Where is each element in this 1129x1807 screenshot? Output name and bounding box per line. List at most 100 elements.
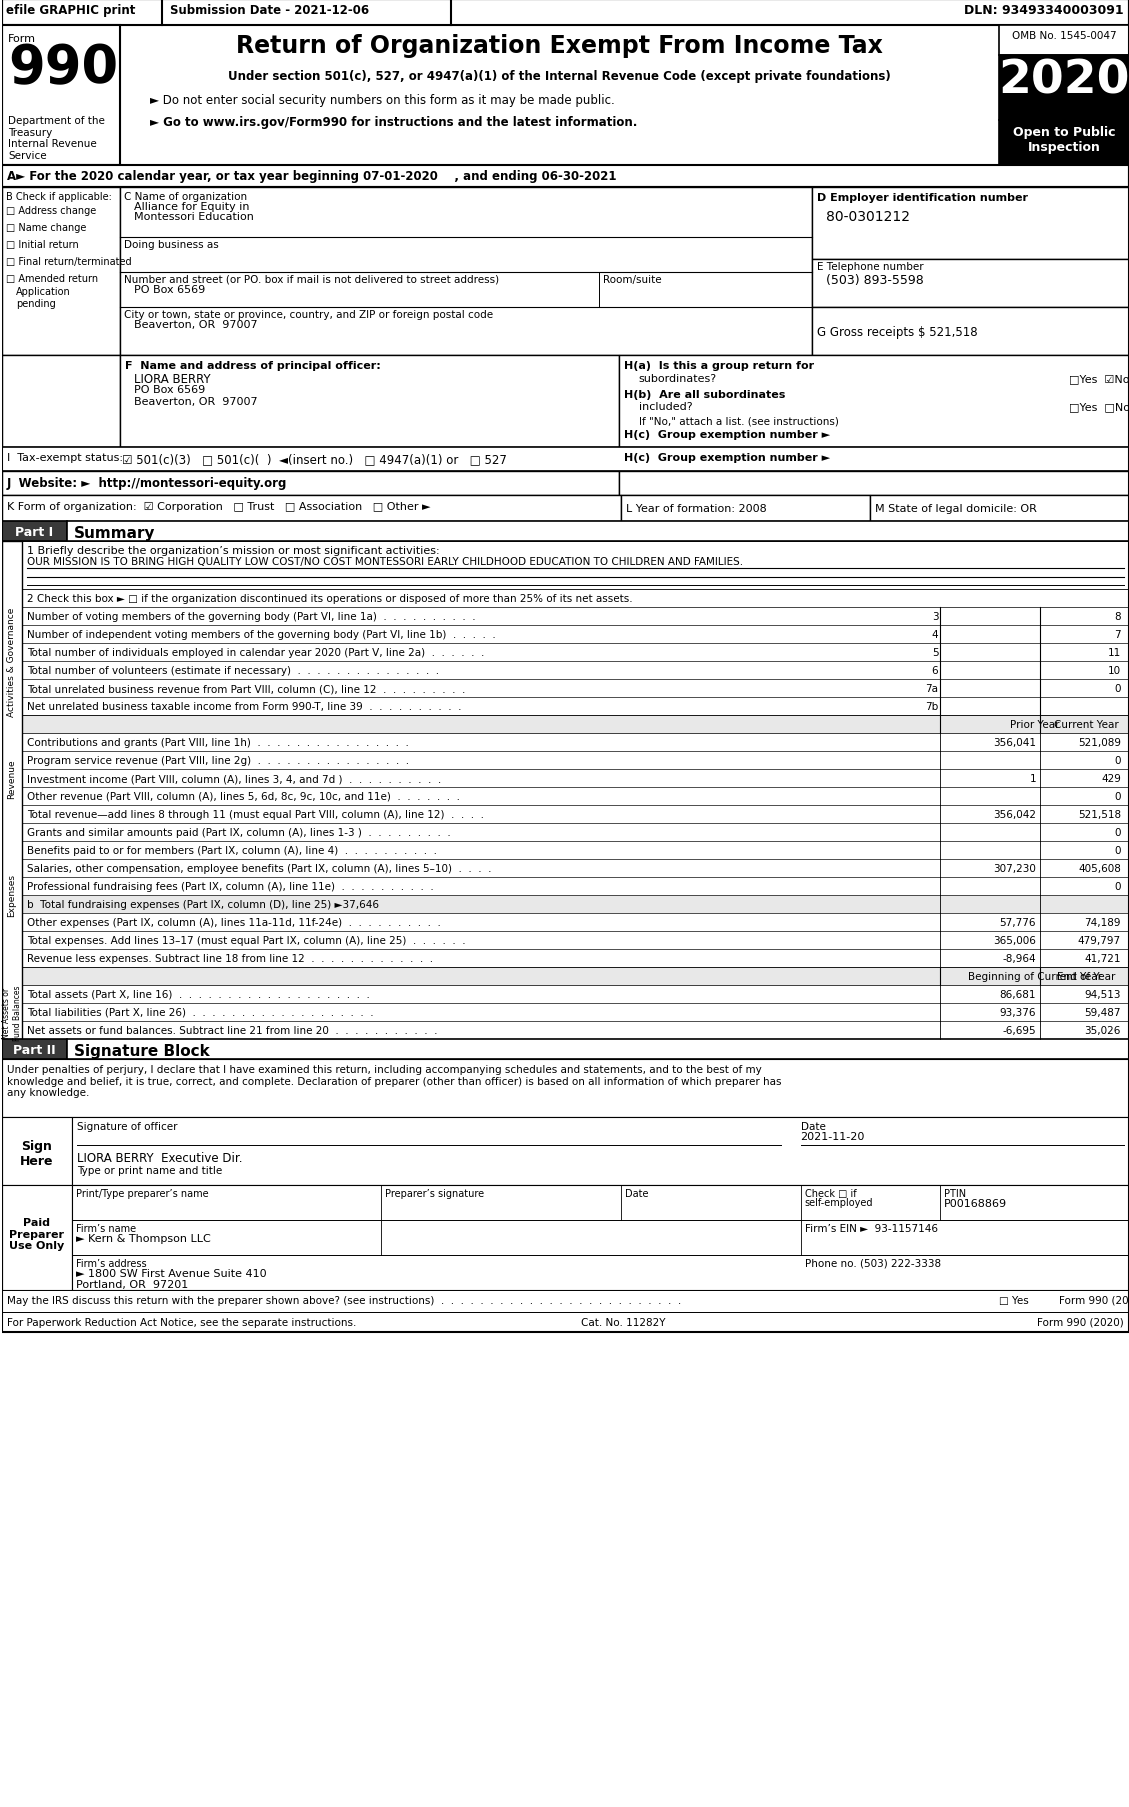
Text: Net unrelated business taxable income from Form 990-T, line 39  .  .  .  .  .  .: Net unrelated business taxable income fr… — [27, 701, 462, 712]
Bar — [2, 448, 1129, 472]
Text: Net assets or fund balances. Subtract line 21 from line 20  .  .  .  .  .  .  . : Net assets or fund balances. Subtract li… — [27, 1025, 437, 1035]
Text: H(b)  Are all subordinates: H(b) Are all subordinates — [624, 390, 786, 399]
Bar — [999, 56, 1129, 121]
Text: Montessori Education: Montessori Education — [133, 211, 254, 222]
Bar — [2, 1059, 1129, 1117]
Bar — [2, 1039, 67, 1059]
Text: For Paperwork Reduction Act Notice, see the separate instructions.: For Paperwork Reduction Act Notice, see … — [7, 1317, 357, 1328]
Text: H(c)  Group exemption number ►: H(c) Group exemption number ► — [624, 430, 830, 439]
Text: 59,487: 59,487 — [1085, 1008, 1121, 1017]
Text: Submission Date - 2021-12-06: Submission Date - 2021-12-06 — [169, 4, 369, 16]
Text: PO Box 6569: PO Box 6569 — [133, 385, 205, 394]
Text: F  Name and address of principal officer:: F Name and address of principal officer: — [124, 361, 380, 370]
Text: Firm’s name: Firm’s name — [76, 1223, 135, 1234]
Text: Paid
Preparer
Use Only: Paid Preparer Use Only — [9, 1218, 64, 1250]
Text: Room/suite: Room/suite — [603, 275, 662, 286]
Text: Total liabilities (Part X, line 26)  .  .  .  .  .  .  .  .  .  .  .  .  .  .  .: Total liabilities (Part X, line 26) . . … — [27, 1008, 374, 1017]
Text: Signature Block: Signature Block — [73, 1043, 210, 1059]
Text: May the IRS discuss this return with the preparer shown above? (see instructions: May the IRS discuss this return with the… — [7, 1296, 681, 1305]
Text: Total expenses. Add lines 13–17 (must equal Part IX, column (A), line 25)  .  . : Total expenses. Add lines 13–17 (must eq… — [27, 936, 465, 945]
Bar — [21, 931, 1129, 949]
Text: Salaries, other compensation, employee benefits (Part IX, column (A), lines 5–10: Salaries, other compensation, employee b… — [27, 864, 491, 873]
Text: Open to Public
Inspection: Open to Public Inspection — [1013, 126, 1115, 154]
Text: Number of voting members of the governing body (Part VI, line 1a)  .  .  .  .  .: Number of voting members of the governin… — [27, 611, 475, 622]
Text: ☑ 501(c)(3)   □ 501(c)(  )  ◄(insert no.)   □ 4947(a)(1) or   □ 527: ☑ 501(c)(3) □ 501(c)( ) ◄(insert no.) □ … — [122, 454, 507, 466]
Text: 10: 10 — [1108, 665, 1121, 676]
Text: □ Yes: □ Yes — [999, 1296, 1029, 1305]
Text: OMB No. 1545-0047: OMB No. 1545-0047 — [1012, 31, 1117, 42]
Text: L Year of formation: 2008: L Year of formation: 2008 — [625, 504, 767, 513]
Text: Summary: Summary — [73, 526, 156, 540]
Text: 3: 3 — [931, 611, 938, 622]
Text: B Check if applicable:: B Check if applicable: — [6, 192, 112, 202]
Text: 5: 5 — [931, 647, 938, 658]
Text: ► 1800 SW First Avenue Suite 410: ► 1800 SW First Avenue Suite 410 — [76, 1269, 266, 1278]
Text: Program service revenue (Part VIII, line 2g)  .  .  .  .  .  .  .  .  .  .  .  .: Program service revenue (Part VIII, line… — [27, 755, 409, 766]
Text: □ Initial return: □ Initial return — [6, 240, 79, 249]
Text: Signature of officer: Signature of officer — [77, 1122, 177, 1131]
Text: Alliance for Equity in: Alliance for Equity in — [133, 202, 250, 211]
Bar — [999, 25, 1129, 56]
Text: 7a: 7a — [926, 683, 938, 694]
Bar — [619, 356, 1129, 448]
Bar — [120, 25, 999, 166]
Text: H(a)  Is this a group return for: H(a) Is this a group return for — [624, 361, 814, 370]
Text: b  Total fundraising expenses (Part IX, column (D), line 25) ►37,646: b Total fundraising expenses (Part IX, c… — [27, 900, 379, 909]
Bar — [999, 121, 1129, 166]
Text: -8,964: -8,964 — [1003, 954, 1036, 963]
Text: I  Tax-exempt status:: I Tax-exempt status: — [7, 454, 123, 463]
Text: Date: Date — [800, 1122, 825, 1131]
Text: Contributions and grants (Part VIII, line 1h)  .  .  .  .  .  .  .  .  .  .  .  : Contributions and grants (Part VIII, lin… — [27, 737, 409, 748]
Text: Investment income (Part VIII, column (A), lines 3, 4, and 7d )  .  .  .  .  .  .: Investment income (Part VIII, column (A)… — [27, 773, 441, 784]
Text: Number and street (or PO. box if mail is not delivered to street address): Number and street (or PO. box if mail is… — [124, 275, 499, 286]
Bar — [2, 0, 1129, 1332]
Bar — [812, 260, 1129, 307]
Text: 0: 0 — [1114, 683, 1121, 694]
Text: 307,230: 307,230 — [994, 864, 1036, 873]
Text: Benefits paid to or for members (Part IX, column (A), line 4)  .  .  .  .  .  . : Benefits paid to or for members (Part IX… — [27, 846, 437, 855]
Text: Cat. No. 11282Y: Cat. No. 11282Y — [581, 1317, 665, 1328]
Text: Doing business as: Doing business as — [124, 240, 219, 249]
Bar — [21, 949, 1129, 967]
Text: 0: 0 — [1114, 791, 1121, 802]
Bar — [72, 1185, 1129, 1290]
Bar — [120, 188, 812, 356]
Bar — [21, 1003, 1129, 1021]
Text: Current Year: Current Year — [1053, 719, 1119, 730]
Bar — [21, 643, 1129, 661]
Text: Return of Organization Exempt From Income Tax: Return of Organization Exempt From Incom… — [236, 34, 883, 58]
Bar — [21, 878, 1129, 896]
Bar — [21, 542, 1129, 589]
Text: P00168869: P00168869 — [944, 1198, 1007, 1209]
Text: PTIN: PTIN — [944, 1189, 966, 1198]
Bar — [21, 967, 1129, 985]
Bar — [67, 522, 1129, 542]
Text: □ Final return/terminated: □ Final return/terminated — [6, 257, 132, 267]
Bar — [21, 752, 1129, 770]
Text: Form 990 (2020): Form 990 (2020) — [1059, 1296, 1129, 1305]
Bar — [120, 356, 619, 448]
Text: J  Website: ►  http://montessori-equity.org: J Website: ► http://montessori-equity.or… — [7, 477, 287, 490]
Text: 7: 7 — [1114, 629, 1121, 640]
Text: Department of the
Treasury
Internal Revenue
Service: Department of the Treasury Internal Reve… — [8, 116, 105, 161]
Text: □Yes  ☑No: □Yes ☑No — [1069, 374, 1129, 383]
Bar — [2, 25, 120, 166]
Text: ► Go to www.irs.gov/Form990 for instructions and the latest information.: ► Go to www.irs.gov/Form990 for instruct… — [150, 116, 637, 128]
Text: DLN: 93493340003091: DLN: 93493340003091 — [964, 4, 1124, 16]
Bar — [2, 188, 1129, 356]
Text: Under section 501(c), 527, or 4947(a)(1) of the Internal Revenue Code (except pr: Under section 501(c), 527, or 4947(a)(1)… — [228, 70, 891, 83]
Text: 2 Check this box ► □ if the organization discontinued its operations or disposed: 2 Check this box ► □ if the organization… — [27, 595, 632, 604]
Bar — [21, 589, 1129, 607]
Text: -6,695: -6,695 — [1003, 1025, 1036, 1035]
Text: M State of legal domicile: OR: M State of legal domicile: OR — [875, 504, 1038, 513]
Bar — [621, 495, 870, 522]
Text: Under penalties of perjury, I declare that I have examined this return, includin: Under penalties of perjury, I declare th… — [7, 1064, 781, 1097]
Text: If "No," attach a list. (see instructions): If "No," attach a list. (see instruction… — [639, 416, 839, 426]
Bar — [2, 542, 21, 1039]
Text: Type or print name and title: Type or print name and title — [77, 1166, 222, 1175]
Bar — [2, 1312, 1129, 1332]
Text: City or town, state or province, country, and ZIP or foreign postal code: City or town, state or province, country… — [124, 309, 493, 320]
Text: □ Address change: □ Address change — [6, 206, 96, 215]
Text: 429: 429 — [1101, 773, 1121, 784]
Text: D Employer identification number: D Employer identification number — [816, 193, 1027, 202]
